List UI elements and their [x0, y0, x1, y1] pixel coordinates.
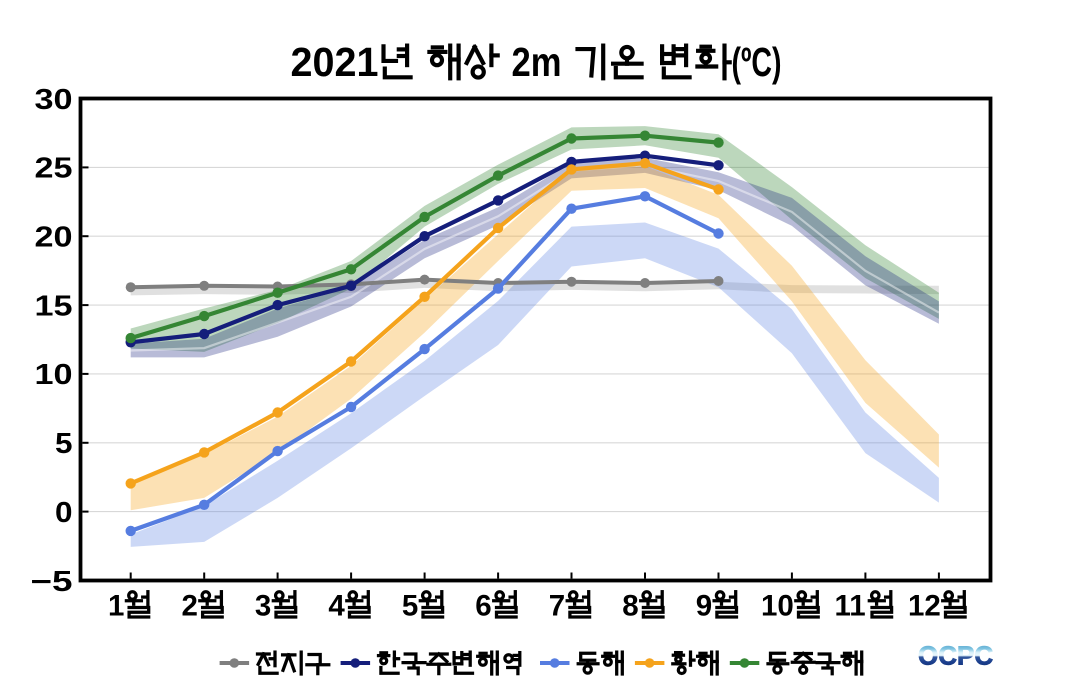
svg-text:2m: 2m	[512, 39, 562, 85]
svg-text:8: 8	[622, 590, 638, 623]
svg-text:5: 5	[55, 428, 73, 460]
svg-text:(ºC): (ºC)	[732, 39, 782, 85]
svg-text:2021: 2021	[291, 39, 379, 85]
svg-text:6: 6	[475, 590, 491, 623]
svg-text:0: 0	[55, 497, 73, 529]
svg-text:11: 11	[835, 590, 866, 623]
svg-text:OCPC: OCPC	[918, 641, 993, 671]
svg-text:3: 3	[255, 590, 271, 623]
svg-text:10: 10	[761, 590, 794, 623]
svg-text:15: 15	[35, 290, 73, 322]
svg-text:20: 20	[35, 222, 73, 254]
svg-text:−5: −5	[31, 566, 73, 598]
svg-text:9: 9	[696, 590, 712, 623]
svg-text:2: 2	[182, 590, 198, 623]
svg-text:1: 1	[108, 590, 124, 623]
svg-text:10: 10	[35, 359, 73, 391]
svg-text:4: 4	[328, 590, 345, 623]
svg-text:7: 7	[549, 590, 565, 623]
svg-text:30: 30	[35, 84, 73, 116]
svg-text:5: 5	[402, 590, 418, 623]
svg-text:25: 25	[35, 153, 73, 185]
svg-text:12: 12	[908, 590, 941, 623]
